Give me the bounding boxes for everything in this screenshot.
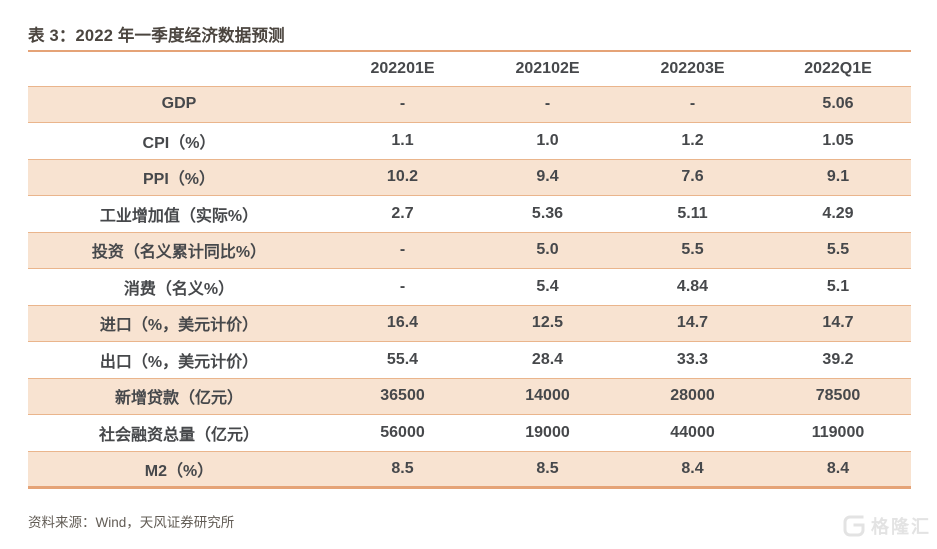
row-label: 进口（%，美元计价） [99,317,259,335]
cell: 119000 [811,423,865,441]
table-row: 社会融资总量（亿元） 56000 19000 44000 119000 [28,414,911,452]
cell: 28000 [670,387,715,405]
row-label: GDP [161,95,197,113]
cell: 4.29 [822,204,854,222]
cell: 78500 [815,387,861,405]
gelonghui-logo-text: 格隆汇 [871,517,931,537]
cell: 5.06 [822,95,854,113]
table-row: 工业增加值（实际%） 2.7 5.36 5.11 4.29 [28,195,911,233]
cell: - [544,95,551,113]
forecast-table: 202201E 202102E 202203E 2022Q1E GDP - - - 5.06 C… [28,50,911,489]
table-row: M2（%） 8.5 8.5 8.4 8.4 [28,451,911,488]
table-row: 投资（名义累计同比%） - 5.0 5.5 5.5 [28,232,911,269]
header-col-2022Q1E: 2022Q1E [804,59,872,77]
cell: 9.1 [826,168,850,186]
cell: 28.4 [531,350,564,368]
table-row: 进口（%，美元计价） 16.4 12.5 14.7 14.7 [28,305,911,342]
cell: 8.5 [391,459,414,477]
cell: 5.1 [826,277,850,295]
cell: 12.5 [531,314,564,332]
cell: 5.5 [826,241,850,259]
table-header: 202201E 202102E 202203E 2022Q1E [28,51,911,86]
cell: 8.4 [681,459,704,477]
cell: - [399,241,406,259]
cell: 5.11 [677,204,708,222]
cell: 1.1 [391,131,414,149]
cell: 5.4 [536,277,559,295]
row-label: 消费（名义%） [123,280,235,298]
cell: 16.4 [386,314,419,332]
cell: 14.7 [676,314,709,332]
cell: 19000 [525,423,570,441]
cell: 39.2 [822,350,854,368]
cell: 44000 [670,423,715,441]
cell: 8.4 [826,459,850,477]
header-col-202203E: 202203E [660,59,725,77]
row-label: 社会融资总量（亿元） [98,426,259,444]
row-label: 新增贷款（亿元） [114,390,243,408]
row-label: M2（%） [144,462,214,480]
cell: - [399,95,406,113]
cell: 10.2 [386,168,419,186]
table-row: CPI（%） 1.1 1.0 1.2 1.05 [28,122,911,160]
row-label: PPI（%） [142,171,216,189]
header-col-202102E: 202102E [515,59,580,77]
cell: - [689,95,696,113]
cell: 5.5 [681,241,704,259]
cell: 14000 [525,387,570,405]
gelonghui-watermark: 格隆汇 [841,513,931,539]
header-label-col [28,51,330,86]
cell: 56000 [380,423,425,441]
row-label: 出口（%，美元计价） [99,353,259,371]
cell: 9.4 [536,168,559,186]
table-row: 新增贷款（亿元） 36500 14000 28000 78500 [28,378,911,415]
cell: 4.84 [676,277,709,295]
table-row: 消费（名义%） - 5.4 4.84 5.1 [28,268,911,306]
cell: 1.0 [536,131,559,149]
cell: 2.7 [391,204,414,222]
row-label: 工业增加值（实际%） [99,207,259,225]
table-title: 表 3：2022 年一季度经济数据预测 [28,27,285,45]
cell: 36500 [380,387,425,405]
table-row: GDP - - - 5.06 [28,86,911,123]
cell: - [399,277,406,295]
cell: 8.5 [536,459,559,477]
cell: 7.6 [681,168,704,186]
row-label: CPI（%） [142,134,216,152]
cell: 5.36 [531,204,564,222]
cell: 55.4 [386,350,419,368]
row-label: 投资（名义累计同比%） [91,244,267,262]
table-body: GDP - - - 5.06 CPI（%） 1.1 1.0 1.2 1.05 PPI（%） 10.2 9… [28,86,911,488]
source-note: 资料来源：Wind，天风证券研究所 [28,515,235,530]
cell: 1.05 [822,131,854,149]
header-row: 202201E 202102E 202203E 2022Q1E [28,51,911,86]
cell: 33.3 [676,350,709,368]
cell: 5.0 [536,241,559,259]
table-row: PPI（%） 10.2 9.4 7.6 9.1 [28,159,911,196]
header-col-202201E: 202201E [370,59,435,77]
cell: 1.2 [681,131,704,149]
gelonghui-logo-icon [843,515,865,537]
cell: 14.7 [822,314,854,332]
table-row: 出口（%，美元计价） 55.4 28.4 33.3 39.2 [28,341,911,379]
